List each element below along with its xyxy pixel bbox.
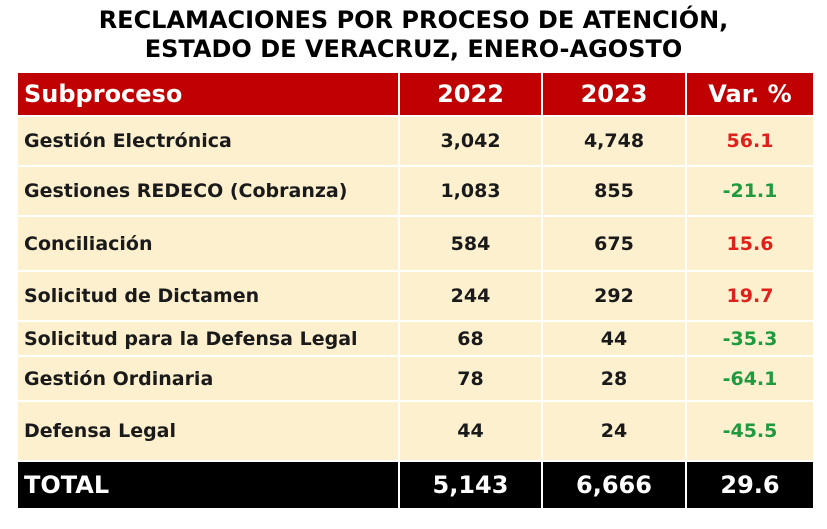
table-row: Solicitud de Dictamen 244 292 19.7 xyxy=(16,270,815,322)
row-var-pct: 15.6 xyxy=(685,215,815,272)
table-row: Gestión Ordinaria 78 28 -64.1 xyxy=(16,355,815,402)
row-value-2022: 68 xyxy=(398,320,543,357)
header-var: Var. % xyxy=(685,71,815,117)
row-var-pct: 19.7 xyxy=(685,270,815,322)
row-value-2023: 24 xyxy=(541,400,687,462)
total-row: TOTAL 5,143 6,666 29.6 xyxy=(16,460,815,510)
row-label: Gestiones REDECO (Cobranza) xyxy=(16,165,400,217)
table-row: Defensa Legal 44 24 -45.5 xyxy=(16,400,815,462)
claims-table: Subproceso 2022 2023 Var. % Gestión Elec… xyxy=(16,71,815,510)
title-line-1: RECLAMACIONES POR PROCESO DE ATENCIÓN, xyxy=(98,6,729,34)
row-label: Gestión Ordinaria xyxy=(16,355,400,402)
row-var-pct: -45.5 xyxy=(685,400,815,462)
row-var-pct: -21.1 xyxy=(685,165,815,217)
row-var-pct: -64.1 xyxy=(685,355,815,402)
table-row: Gestión Electrónica 3,042 4,748 56.1 xyxy=(16,115,815,167)
total-var: 29.6 xyxy=(685,460,815,510)
row-value-2022: 1,083 xyxy=(398,165,543,217)
total-label: TOTAL xyxy=(16,460,400,510)
total-2023: 6,666 xyxy=(541,460,687,510)
header-row: Subproceso 2022 2023 Var. % xyxy=(16,71,815,117)
table-body: Gestión Electrónica 3,042 4,748 56.1 Gestion… xyxy=(16,115,815,462)
row-value-2023: 44 xyxy=(541,320,687,357)
row-value-2022: 244 xyxy=(398,270,543,322)
row-label: Defensa Legal xyxy=(16,400,400,462)
table-row: Conciliación 584 675 15.6 xyxy=(16,215,815,272)
chart-title: RECLAMACIONES POR PROCESO DE ATENCIÓN, E… xyxy=(0,6,827,64)
row-value-2022: 78 xyxy=(398,355,543,402)
row-label: Solicitud de Dictamen xyxy=(16,270,400,322)
row-var-pct: -35.3 xyxy=(685,320,815,357)
table-row: Gestiones REDECO (Cobranza) 1,083 855 -21.1 xyxy=(16,165,815,217)
row-label: Gestión Electrónica xyxy=(16,115,400,167)
row-value-2023: 855 xyxy=(541,165,687,217)
header-subproceso: Subproceso xyxy=(16,71,400,117)
header-2023: 2023 xyxy=(541,71,687,117)
header-2022: 2022 xyxy=(398,71,543,117)
total-2022: 5,143 xyxy=(398,460,543,510)
row-value-2022: 3,042 xyxy=(398,115,543,167)
row-value-2023: 28 xyxy=(541,355,687,402)
row-value-2022: 584 xyxy=(398,215,543,272)
row-value-2023: 292 xyxy=(541,270,687,322)
row-label: Conciliación xyxy=(16,215,400,272)
table-row: Solicitud para la Defensa Legal 68 44 -35.3 xyxy=(16,320,815,357)
row-var-pct: 56.1 xyxy=(685,115,815,167)
row-label: Solicitud para la Defensa Legal xyxy=(16,320,400,357)
title-line-2: ESTADO DE VERACRUZ, ENERO-AGOSTO xyxy=(144,35,683,63)
row-value-2023: 4,748 xyxy=(541,115,687,167)
row-value-2022: 44 xyxy=(398,400,543,462)
row-value-2023: 675 xyxy=(541,215,687,272)
